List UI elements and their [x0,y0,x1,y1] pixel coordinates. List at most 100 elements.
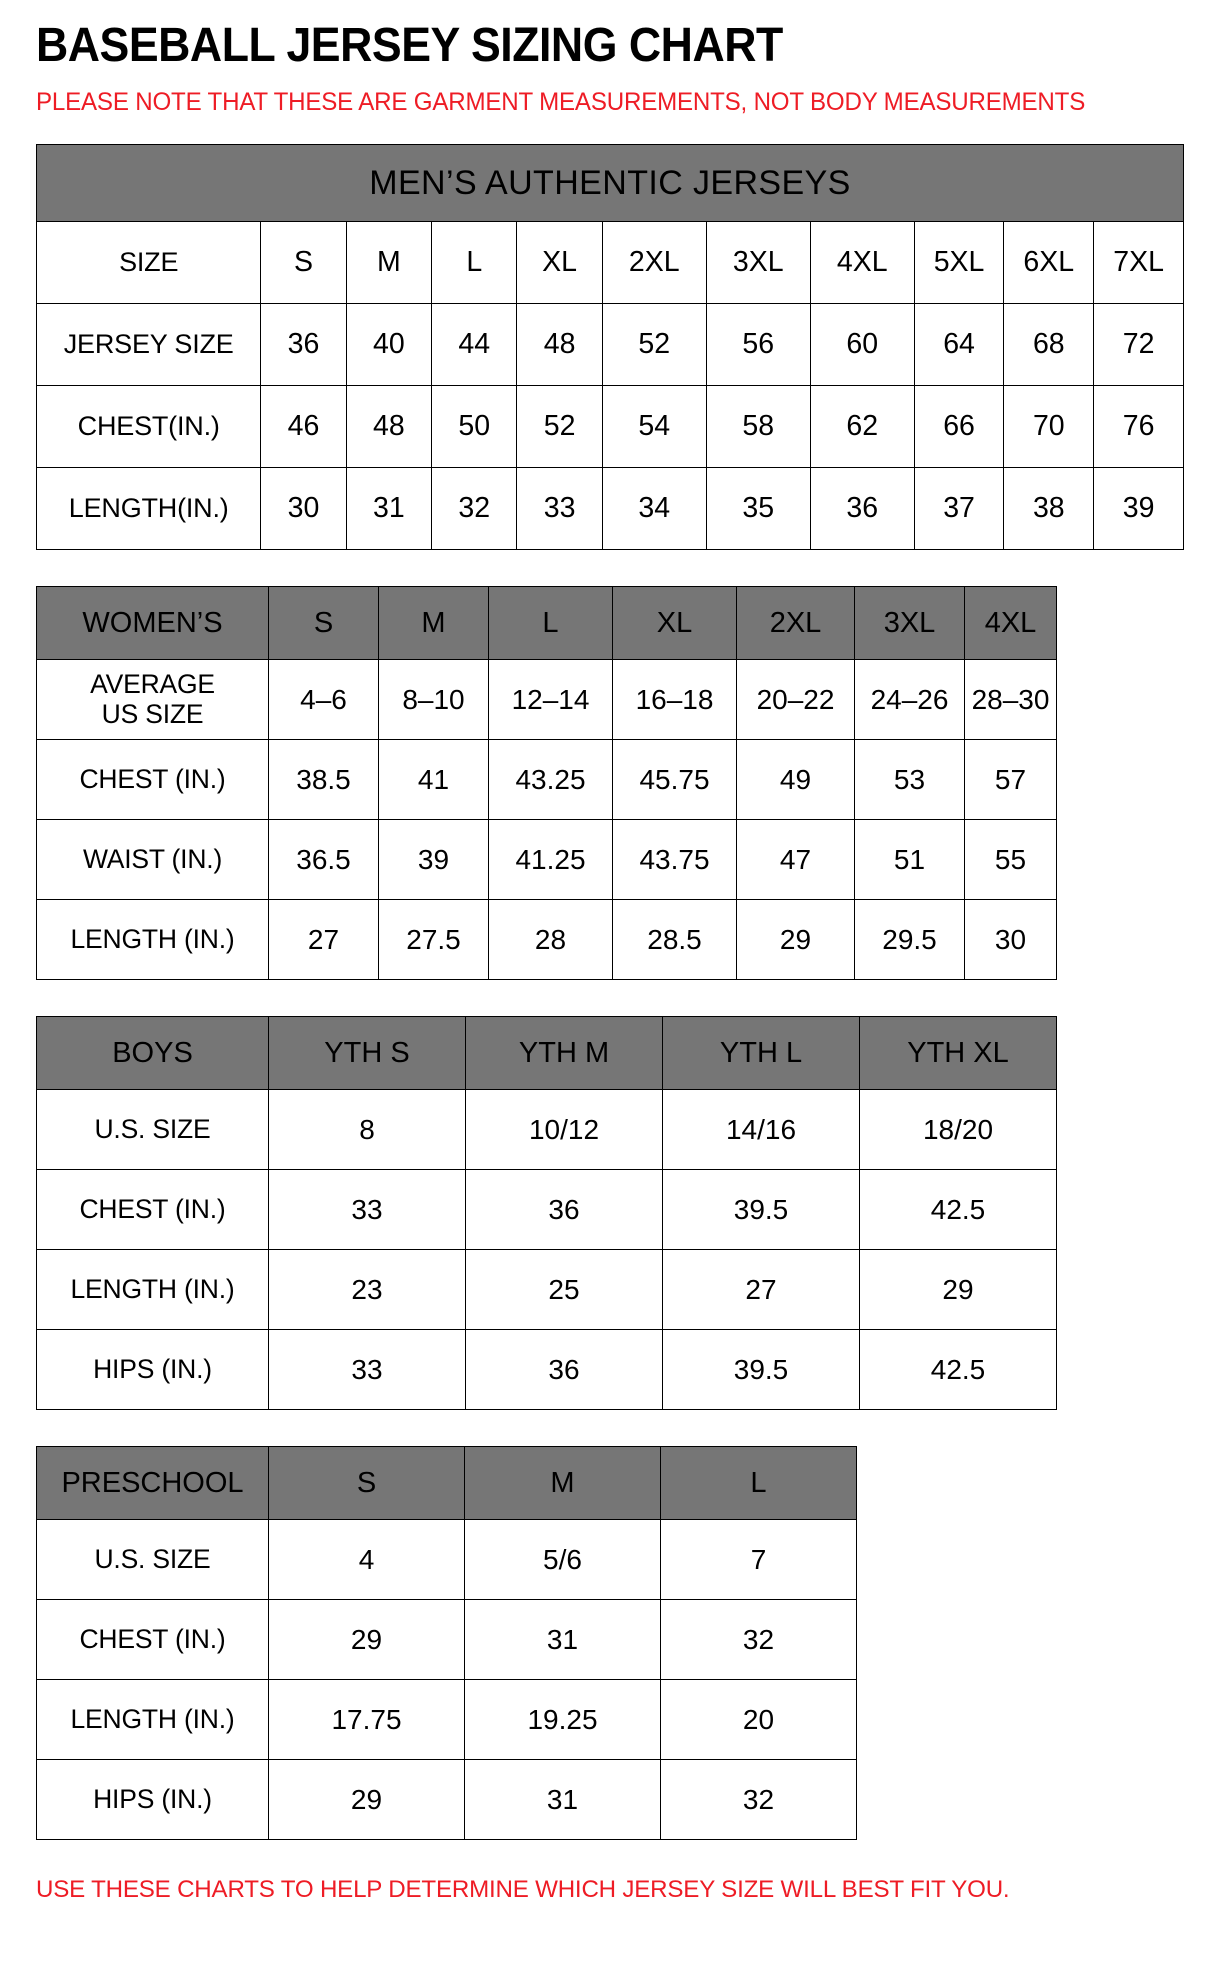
row-label-length: LENGTH (IN.) [36,1679,269,1760]
boys-table-header-row: BOYS YTH S YTH M YTH L YTH XL [36,1016,1057,1090]
womens-sizing-table: WOMEN’S S M L XL 2XL 3XL 4XL AVERAGE US S… [36,586,1057,980]
preschool-table-title: PRESCHOOL [36,1446,269,1520]
cell: 33 [268,1169,466,1250]
mens-col-5xl: 5XL [913,221,1005,304]
preschool-col-s: S [268,1446,465,1520]
cell: 25 [465,1249,663,1330]
mens-table-column-header-row: SIZE S M L XL 2XL 3XL 4XL 5XL 6XL 7XL [35,221,1184,304]
cell: 24–26 [854,659,965,740]
cell: 39.5 [662,1169,860,1250]
womens-col-s: S [268,586,379,660]
preschool-col-l: L [660,1446,857,1520]
cell: 28 [488,899,613,980]
cell: 8 [268,1089,466,1170]
table-row: HIPS (IN.) 29 31 32 [36,1759,857,1840]
boys-table-title: BOYS [36,1016,269,1090]
cell: 52 [516,385,603,468]
cell: 28.5 [612,899,737,980]
cell: 51 [854,819,965,900]
cell: 76 [1093,385,1184,468]
boys-col-yth-l: YTH L [662,1016,860,1090]
table-row: LENGTH (IN.) 23 25 27 29 [36,1249,1057,1330]
cell: 8–10 [378,659,489,740]
cell: 17.75 [268,1679,465,1760]
cell: 49 [736,739,855,820]
mens-col-7xl: 7XL [1093,221,1184,304]
cell: 53 [854,739,965,820]
cell: 54 [601,385,707,468]
table-row: AVERAGE US SIZE 4–6 8–10 12–14 16–18 20–2… [36,659,1057,740]
mens-col-m: M [345,221,433,304]
cell: 29 [859,1249,1057,1330]
cell: 30 [964,899,1057,980]
table-row: JERSEY SIZE 36 40 44 48 52 56 60 64 68 7… [35,303,1184,386]
row-label-chest: CHEST (IN.) [36,1599,269,1680]
row-label-waist: WAIST (IN.) [36,819,269,900]
cell: 31 [464,1759,661,1840]
row-label-hips: HIPS (IN.) [36,1759,269,1840]
mens-table-banner: MEN’S AUTHENTIC JERSEYS [36,144,1184,222]
boys-col-yth-s: YTH S [268,1016,466,1090]
row-label-length: LENGTH (IN.) [36,899,269,980]
mens-col-xl: XL [516,221,603,304]
cell: 23 [268,1249,466,1330]
mens-col-4xl: 4XL [809,221,915,304]
cell: 32 [660,1599,857,1680]
table-row: CHEST(IN.) 46 48 50 52 54 58 62 66 70 76 [35,385,1184,468]
table-row: LENGTH (IN.) 17.75 19.25 20 [36,1679,857,1760]
mens-col-l: L [431,221,518,304]
boys-col-yth-xl: YTH XL [859,1016,1057,1090]
cell: 39.5 [662,1329,860,1410]
cell: 44 [431,303,518,386]
row-label-line1: AVERAGE [90,668,215,699]
cell: 56 [705,303,811,386]
cell: 16–18 [612,659,737,740]
cell: 48 [345,385,433,468]
mens-col-6xl: 6XL [1003,221,1095,304]
row-label-chest: CHEST(IN.) [35,385,262,468]
cell: 18/20 [859,1089,1057,1170]
cell: 29.5 [854,899,965,980]
cell: 5/6 [464,1519,661,1600]
cell: 58 [705,385,811,468]
row-label-length: LENGTH (IN.) [36,1249,269,1330]
cell: 32 [660,1759,857,1840]
womens-col-2xl: 2XL [736,586,855,660]
cell: 36 [809,467,915,550]
cell: 66 [913,385,1005,468]
cell: 14/16 [662,1089,860,1170]
garment-measurement-note: PLEASE NOTE THAT THESE ARE GARMENT MEASU… [36,88,1086,116]
cell: 55 [964,819,1057,900]
table-row: U.S. SIZE 4 5/6 7 [36,1519,857,1600]
cell: 45.75 [612,739,737,820]
mens-sizing-table: MEN’S AUTHENTIC JERSEYS SIZE S M L XL 2X… [35,144,1184,550]
row-label-us-size: U.S. SIZE [36,1519,269,1600]
cell: 39 [1093,467,1184,550]
womens-col-4xl: 4XL [964,586,1057,660]
cell: 68 [1003,303,1095,386]
cell: 33 [516,467,603,550]
cell: 38.5 [268,739,379,820]
womens-col-l: L [488,586,613,660]
boys-sizing-table: BOYS YTH S YTH M YTH L YTH XL U.S. SIZE … [36,1016,1057,1410]
cell: 36 [260,303,347,386]
table-row: CHEST (IN.) 33 36 39.5 42.5 [36,1169,1057,1250]
table-row: CHEST (IN.) 29 31 32 [36,1599,857,1680]
womens-table-title: WOMEN’S [36,586,269,660]
table-row: LENGTH(IN.) 30 31 32 33 34 35 36 37 38 3… [35,467,1184,550]
page-title: BASEBALL JERSEY SIZING CHART [36,19,783,72]
cell: 62 [809,385,915,468]
table-row: CHEST (IN.) 38.5 41 43.25 45.75 49 53 57 [36,739,1057,820]
cell: 41 [378,739,489,820]
cell: 35 [705,467,811,550]
cell: 64 [913,303,1005,386]
row-label-us-size: U.S. SIZE [36,1089,269,1170]
cell: 29 [268,1599,465,1680]
cell: 48 [516,303,603,386]
preschool-col-m: M [464,1446,661,1520]
mens-size-label: SIZE [35,221,262,304]
cell: 27 [662,1249,860,1330]
cell: 42.5 [859,1169,1057,1250]
table-row: LENGTH (IN.) 27 27.5 28 28.5 29 29.5 30 [36,899,1057,980]
cell: 43.25 [488,739,613,820]
